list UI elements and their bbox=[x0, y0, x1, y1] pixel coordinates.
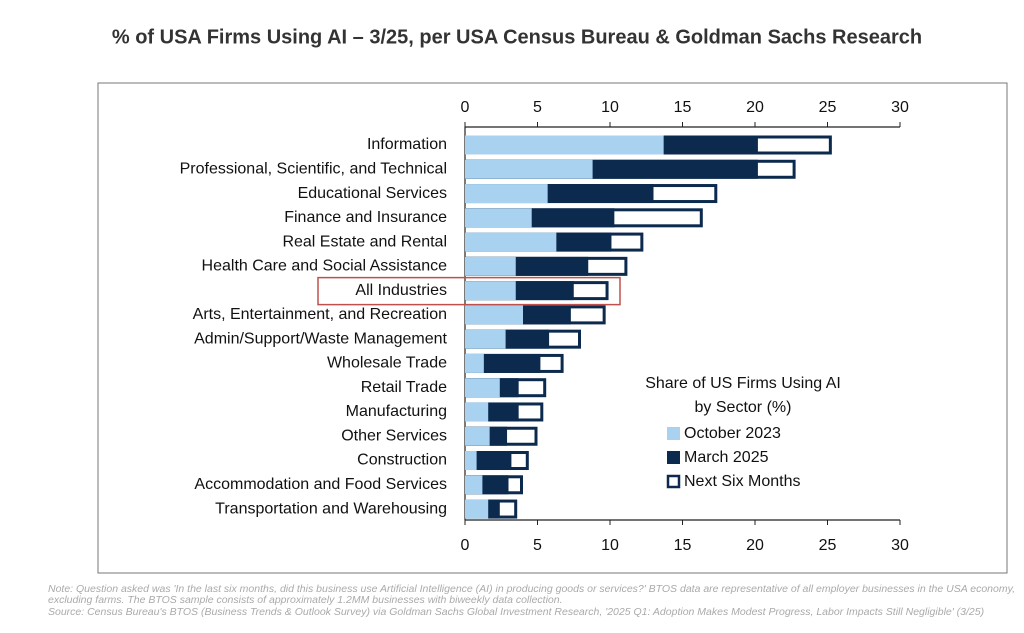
x-tick-label: 5 bbox=[533, 99, 542, 116]
category-label: Construction bbox=[357, 452, 447, 469]
category-label: Health Care and Social Assistance bbox=[202, 258, 448, 275]
category-label: Real Estate and Rental bbox=[282, 233, 447, 250]
bar bbox=[465, 451, 477, 471]
x-tick-label: 10 bbox=[601, 537, 619, 554]
bar bbox=[465, 402, 489, 422]
category-label: Admin/Support/Waste Management bbox=[194, 330, 447, 347]
category-label: Transportation and Warehousing bbox=[215, 500, 447, 517]
x-tick-label: 30 bbox=[891, 537, 909, 554]
category-label: Information bbox=[367, 136, 447, 153]
legend-label: Next Six Months bbox=[684, 473, 800, 490]
chart-frame bbox=[97, 82, 1008, 574]
bar bbox=[465, 256, 516, 276]
bar bbox=[465, 499, 489, 519]
legend-title: by Sector (%) bbox=[695, 399, 792, 416]
bar bbox=[465, 208, 532, 228]
x-tick-label: 30 bbox=[891, 99, 909, 116]
chart: % of USA Firms Using AI – 3/25, per USA … bbox=[97, 26, 1008, 574]
legend-label: October 2023 bbox=[684, 425, 781, 442]
bar bbox=[465, 135, 664, 155]
x-tick-label: 0 bbox=[461, 99, 470, 116]
bar bbox=[465, 353, 484, 373]
x-tick-label: 15 bbox=[674, 99, 692, 116]
category-label: Educational Services bbox=[298, 185, 447, 202]
footnote: Note: Question asked was 'In the last si… bbox=[48, 583, 1015, 607]
legend-swatch bbox=[667, 451, 680, 464]
category-label: Professional, Scientific, and Technical bbox=[180, 160, 447, 177]
footnotes: Note: Question asked was 'In the last si… bbox=[48, 583, 1016, 618]
category-label: All Industries bbox=[355, 282, 447, 299]
category-label: Finance and Insurance bbox=[284, 209, 447, 226]
bar bbox=[465, 232, 557, 252]
x-tick-label: 15 bbox=[674, 537, 692, 554]
x-tick-label: 0 bbox=[461, 537, 470, 554]
highlight-box bbox=[317, 276, 621, 306]
bar bbox=[465, 329, 506, 349]
legend-label: March 2025 bbox=[684, 449, 769, 466]
category-label: Retail Trade bbox=[361, 379, 447, 396]
chart-title: % of USA Firms Using AI – 3/25, per USA … bbox=[112, 26, 922, 48]
bar bbox=[465, 184, 548, 204]
x-tick-label: 5 bbox=[533, 537, 542, 554]
legend-swatch bbox=[667, 427, 680, 440]
category-label: Manufacturing bbox=[346, 403, 447, 420]
x-tick-label: 25 bbox=[819, 537, 837, 554]
legend-title: Share of US Firms Using AI bbox=[645, 375, 841, 392]
x-tick-label: 25 bbox=[819, 99, 837, 116]
bar bbox=[465, 305, 523, 325]
category-label: Wholesale Trade bbox=[327, 355, 447, 372]
footnote: Source: Census Bureau's BTOS (Business T… bbox=[48, 605, 985, 618]
bar bbox=[465, 475, 483, 495]
bar bbox=[465, 159, 593, 179]
category-label: Other Services bbox=[341, 427, 447, 444]
x-tick-label: 10 bbox=[601, 99, 619, 116]
legend-swatch bbox=[666, 474, 681, 489]
category-label: Arts, Entertainment, and Recreation bbox=[193, 306, 447, 323]
x-tick-label: 20 bbox=[746, 537, 764, 554]
bar bbox=[465, 281, 516, 301]
bar bbox=[465, 426, 490, 446]
bar bbox=[465, 378, 500, 398]
category-label: Accommodation and Food Services bbox=[194, 476, 447, 493]
x-tick-label: 20 bbox=[746, 99, 764, 116]
